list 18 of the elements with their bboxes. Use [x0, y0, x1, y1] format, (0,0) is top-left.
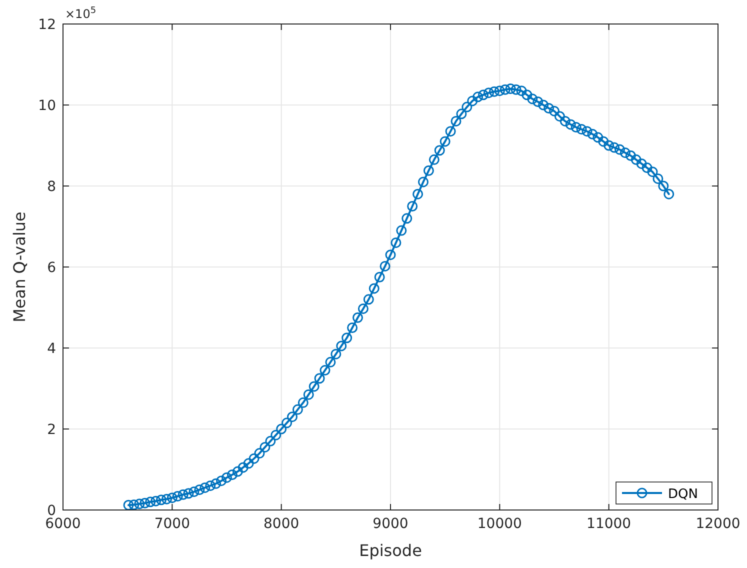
x-tick-label: 9000	[372, 516, 408, 532]
x-tick-label: 7000	[154, 516, 190, 532]
x-tick-label: 12000	[696, 516, 740, 532]
y-axis-title: Mean Q-value	[10, 212, 29, 322]
x-tick-label: 8000	[264, 516, 300, 532]
y-tick-label: 2	[47, 422, 56, 438]
y-tick-label: 12	[38, 17, 56, 33]
x-tick-label: 10000	[477, 516, 522, 532]
text: ×10$^{5}$	[65, 6, 96, 21]
legend-label: DQN	[668, 487, 698, 502]
x-axis-title: Episode	[359, 541, 422, 560]
y-tick-label: 4	[47, 341, 56, 357]
y-tick-label: 10	[38, 98, 56, 114]
y-tick-label: 6	[47, 260, 56, 276]
x-tick-label: 11000	[586, 516, 632, 532]
y-tick-label: 8	[47, 179, 56, 195]
y-tick-label: 0	[47, 503, 56, 519]
x-tick-label: 6000	[45, 516, 81, 532]
